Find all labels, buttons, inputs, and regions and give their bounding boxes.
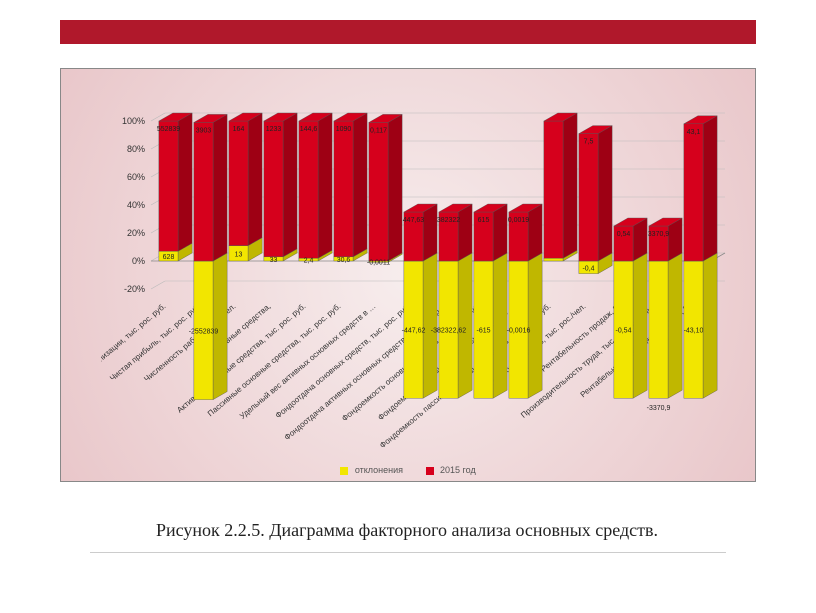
legend: отклонения 2015 год — [61, 465, 755, 475]
svg-text:40%: 40% — [127, 200, 145, 210]
svg-text:0,0019: 0,0019 — [508, 217, 530, 224]
svg-text:3903: 3903 — [196, 127, 212, 134]
svg-text:-0,0011: -0,0011 — [367, 260, 390, 267]
svg-text:-0,54: -0,54 — [616, 328, 632, 335]
svg-text:2,4: 2,4 — [304, 258, 314, 265]
svg-text:-447,62: -447,62 — [402, 328, 426, 335]
svg-text:43,1: 43,1 — [687, 129, 701, 136]
svg-text:447,63: 447,63 — [403, 217, 425, 224]
slide-banner — [60, 20, 756, 44]
svg-text:Выручка от реализации, тыс. ро: Выручка от реализации, тыс. рос. руб. — [101, 302, 168, 401]
svg-text:615: 615 — [478, 217, 490, 224]
svg-text:1233: 1233 — [266, 126, 282, 133]
svg-text:7,5: 7,5 — [584, 139, 594, 146]
chart-svg: -20% 0% 20% 40% 60% 80% 100% Выручка от реализа… — [101, 81, 741, 451]
svg-text:0%: 0% — [132, 256, 145, 266]
svg-text:0,54: 0,54 — [617, 231, 631, 238]
svg-text:-20%: -20% — [124, 284, 145, 294]
legend-item-2015: 2015 год — [426, 465, 476, 475]
svg-text:3370,9: 3370,9 — [648, 231, 670, 238]
svg-text:552839: 552839 — [157, 126, 180, 133]
legend-swatch-2015 — [426, 467, 434, 475]
svg-text:-43,10: -43,10 — [684, 328, 704, 335]
svg-text:20%: 20% — [127, 228, 145, 238]
svg-text:628: 628 — [163, 254, 175, 261]
svg-text:-615: -615 — [476, 328, 490, 335]
legend-label-dev: отклонения — [355, 465, 403, 475]
svg-text:144,6: 144,6 — [300, 126, 318, 133]
svg-text:-2552839: -2552839 — [189, 328, 219, 335]
caption-rule — [90, 552, 726, 553]
svg-text:33: 33 — [270, 257, 278, 264]
plot-area: -20% 0% 20% 40% 60% 80% 100% Выручка от реализа… — [101, 81, 741, 441]
svg-text:60%: 60% — [127, 172, 145, 182]
svg-text:1090: 1090 — [336, 126, 352, 133]
svg-text:30,6: 30,6 — [337, 257, 351, 264]
svg-text:-3370,9: -3370,9 — [647, 405, 671, 412]
legend-label-2015: 2015 год — [440, 465, 476, 475]
svg-text:13: 13 — [235, 251, 243, 258]
svg-text:80%: 80% — [127, 144, 145, 154]
svg-text:100%: 100% — [122, 116, 145, 126]
svg-text:-382322,62: -382322,62 — [431, 328, 467, 335]
legend-swatch-dev — [340, 467, 348, 475]
svg-text:-0,0016: -0,0016 — [507, 328, 531, 335]
figure-caption: Рисунок 2.2.5. Диаграмма факторного анал… — [60, 520, 754, 541]
chart-frame: -20% 0% 20% 40% 60% 80% 100% Выручка от реализа… — [60, 68, 756, 482]
legend-item-dev: отклонения — [340, 465, 403, 475]
svg-text:0,117: 0,117 — [370, 127, 387, 134]
svg-text:-0,4: -0,4 — [582, 265, 594, 272]
svg-text:382322: 382322 — [437, 217, 460, 224]
svg-text:164: 164 — [233, 126, 245, 133]
